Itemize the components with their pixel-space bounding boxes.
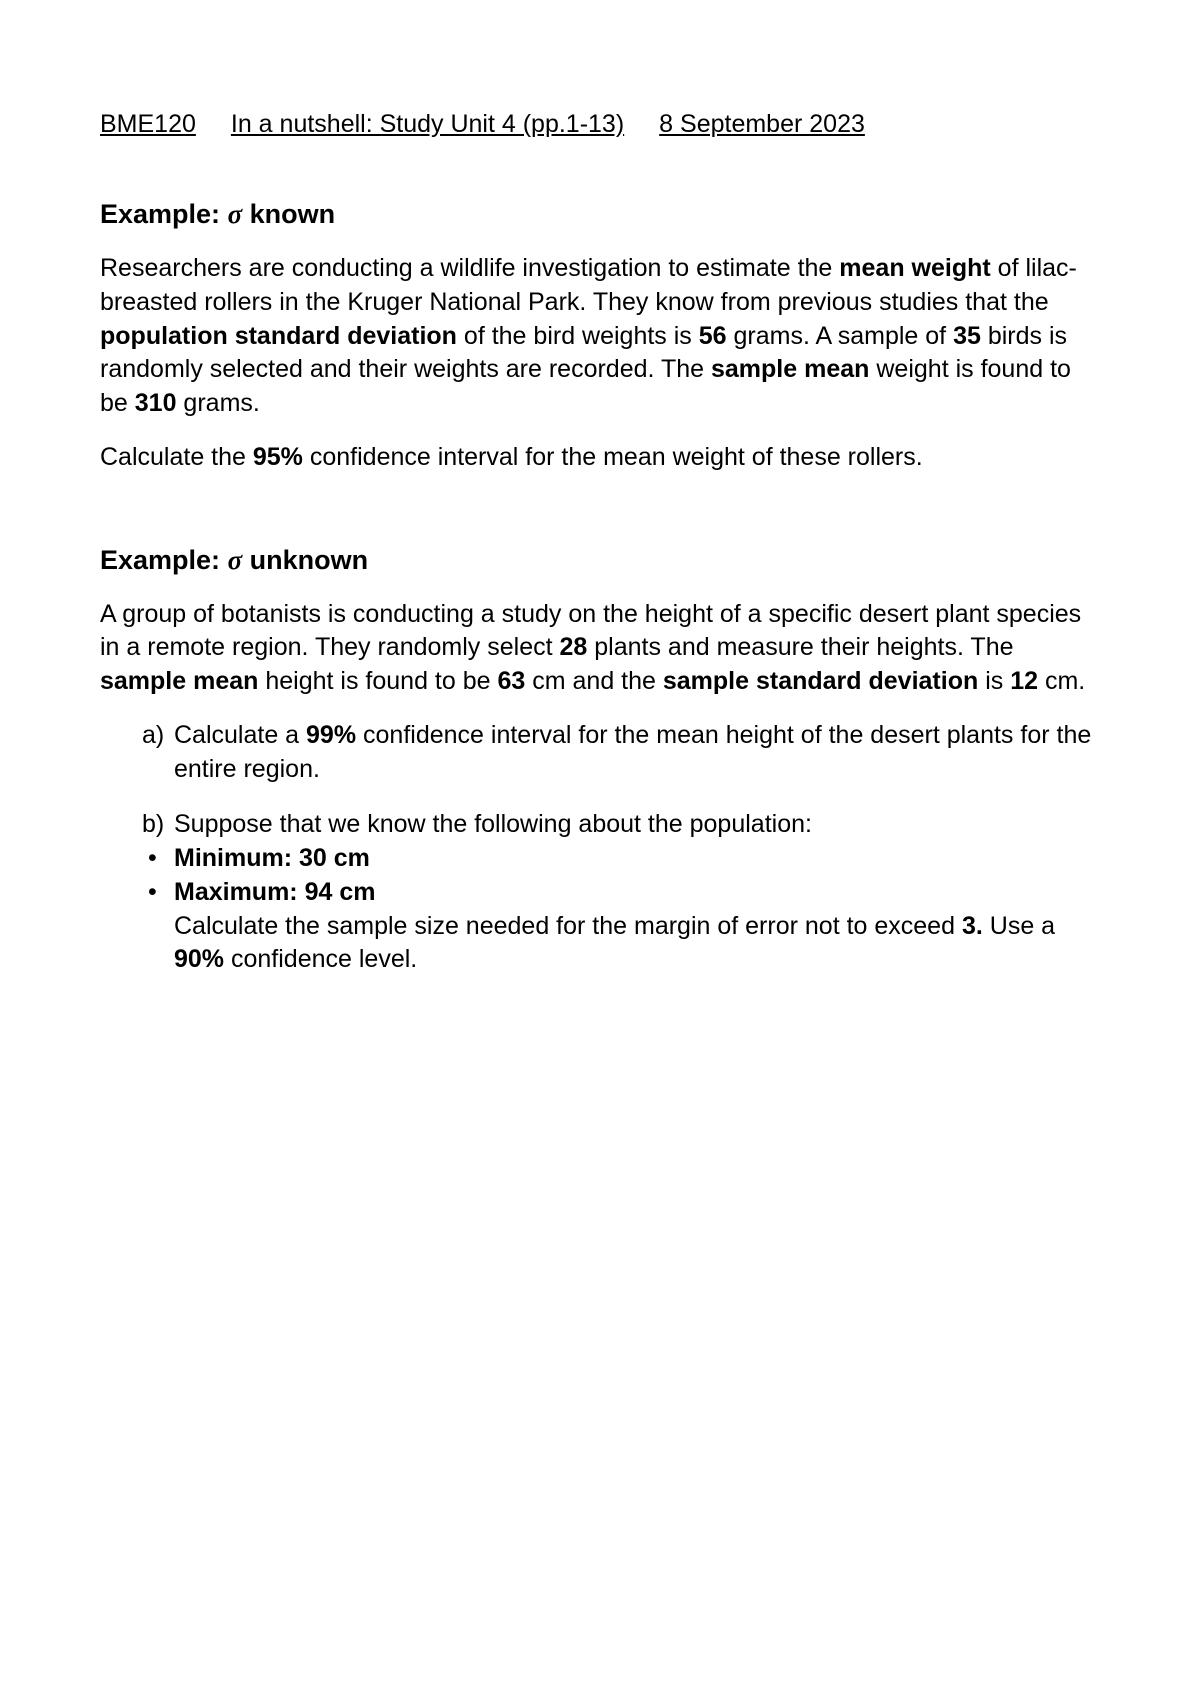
study-unit-title: In a nutshell: Study Unit 4 (pp.1-13) — [231, 110, 624, 139]
section-title-2: Example: σ unknown — [100, 545, 1100, 576]
course-code: BME120 — [100, 110, 196, 139]
bullet-item-max: • Maximum: 94 cm — [142, 876, 1100, 910]
list-marker-a: a) — [142, 719, 164, 753]
sub-paragraph: Calculate the sample size needed for the… — [100, 910, 1100, 978]
section-sigma-known: Example: σ known Researchers are conduct… — [100, 199, 1100, 475]
bullet-icon: • — [148, 842, 157, 876]
bullet-list: • Minimum: 30 cm • Maximum: 94 cm — [100, 842, 1100, 910]
section-title-1: Example: σ known — [100, 199, 1100, 230]
sigma-symbol: σ — [228, 545, 243, 575]
section-sigma-unknown: Example: σ unknown A group of botanists … — [100, 545, 1100, 978]
header-date: 8 September 2023 — [659, 110, 865, 139]
list-marker-b: b) — [142, 808, 164, 842]
sigma-symbol: σ — [228, 199, 243, 229]
ordered-list: a) Calculate a 99% confidence interval f… — [100, 719, 1100, 842]
list-item-a: a) Calculate a 99% confidence interval f… — [142, 719, 1100, 787]
page-header: BME120 In a nutshell: Study Unit 4 (pp.1… — [100, 110, 1100, 139]
list-item-b: b) Suppose that we know the following ab… — [142, 808, 1100, 842]
paragraph-2-1: A group of botanists is conducting a stu… — [100, 598, 1100, 699]
bullet-icon: • — [148, 876, 157, 910]
paragraph-1-2: Calculate the 95% confidence interval fo… — [100, 441, 1100, 475]
bullet-item-min: • Minimum: 30 cm — [142, 842, 1100, 876]
paragraph-1-1: Researchers are conducting a wildlife in… — [100, 252, 1100, 421]
